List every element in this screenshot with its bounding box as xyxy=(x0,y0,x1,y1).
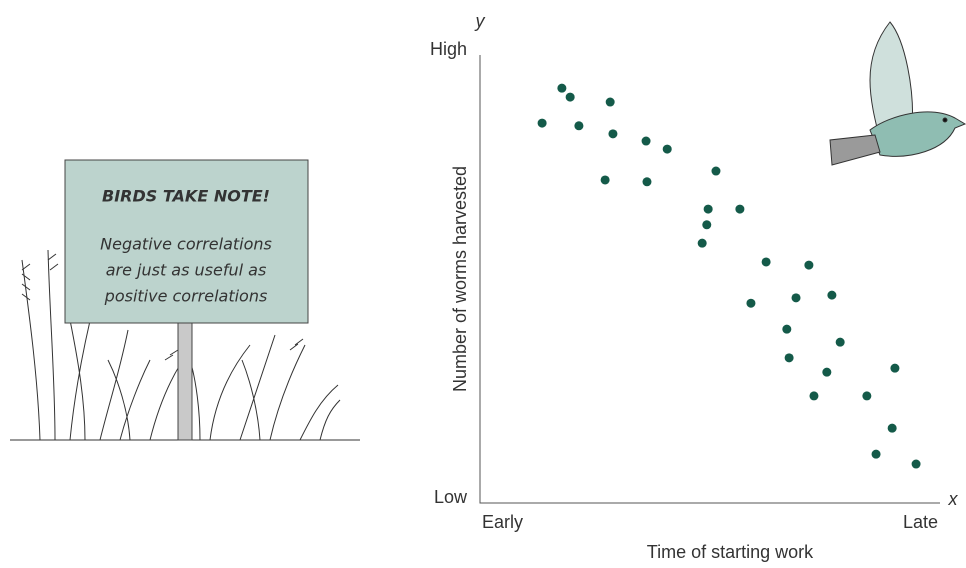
point xyxy=(537,118,547,128)
sign-board xyxy=(64,159,309,324)
bird-illustration xyxy=(829,21,966,166)
x-tick-label: Early xyxy=(482,512,523,532)
y-tick-label: High xyxy=(430,39,467,59)
sign-post xyxy=(177,322,193,441)
sign-text: positive correlations xyxy=(104,287,268,306)
point xyxy=(574,121,584,131)
point xyxy=(605,97,615,107)
x-axis-label: Time of starting work xyxy=(647,542,814,562)
bird-eye xyxy=(942,117,948,123)
point xyxy=(862,391,872,401)
point xyxy=(746,298,756,308)
plot: y x Low High Early Late Time of starting work N… xyxy=(430,11,959,562)
x-tick-label: Late xyxy=(903,512,938,532)
point xyxy=(735,204,745,214)
sign: BIRDS TAKE NOTE! Negative correlations a… xyxy=(64,159,309,441)
sign-text: Negative correlations xyxy=(100,235,272,254)
grass-seeds xyxy=(21,253,304,361)
sign-title: BIRDS TAKE NOTE! xyxy=(102,187,270,206)
bird-body xyxy=(869,111,966,157)
y-axis-label: Number of worms harvested xyxy=(450,166,470,392)
point xyxy=(809,391,819,401)
sign-text: are just as useful as xyxy=(106,261,267,280)
point xyxy=(822,367,832,377)
y-tick-label: Low xyxy=(434,487,468,507)
point xyxy=(697,238,707,248)
point xyxy=(662,144,672,154)
y-axis-symbol: y xyxy=(474,11,486,31)
point xyxy=(761,257,771,267)
point xyxy=(835,337,845,347)
x-axis-symbol: x xyxy=(948,489,959,509)
point xyxy=(782,324,792,334)
point xyxy=(565,92,575,102)
point xyxy=(887,423,897,433)
bird-wing xyxy=(869,21,914,141)
point xyxy=(608,129,618,139)
point xyxy=(804,260,814,270)
point xyxy=(890,363,900,373)
point xyxy=(642,177,652,187)
point xyxy=(641,136,651,146)
point xyxy=(703,204,713,214)
point xyxy=(871,449,881,459)
point xyxy=(600,175,610,185)
point xyxy=(827,290,837,300)
point xyxy=(791,293,801,303)
grass-blades xyxy=(21,249,341,441)
point xyxy=(784,353,794,363)
bird-tail xyxy=(829,134,881,166)
point xyxy=(702,220,712,230)
point xyxy=(911,459,921,469)
point xyxy=(557,83,567,93)
point xyxy=(711,166,721,176)
axes xyxy=(479,55,940,504)
